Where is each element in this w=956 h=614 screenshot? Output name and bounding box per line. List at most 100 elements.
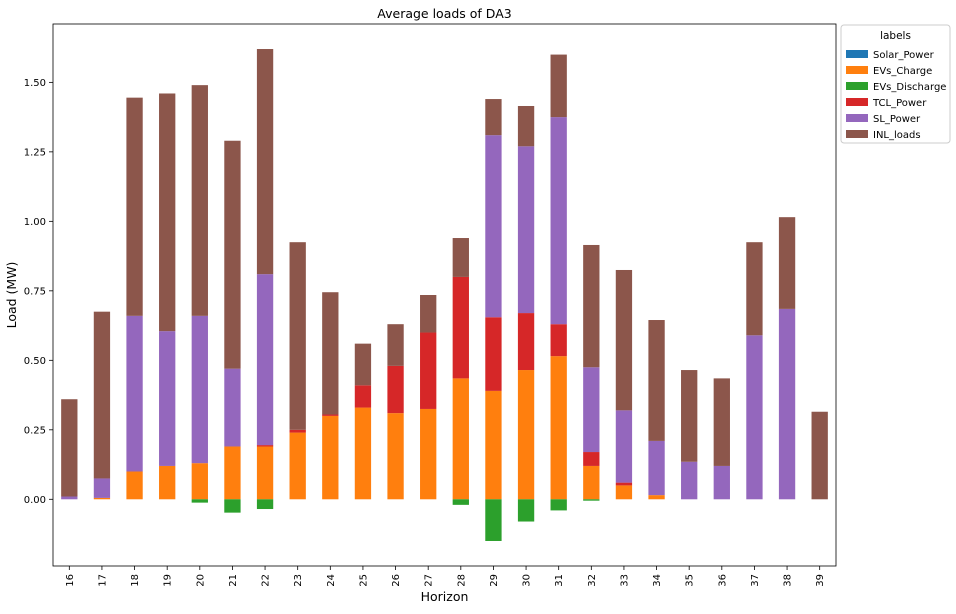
x-tick-label: 39 (815, 574, 826, 587)
bar-segment-inl-loads-35 (681, 370, 698, 462)
bar-segment-inl-loads-33 (615, 269, 633, 411)
bar-segment-evs-charge-28 (452, 378, 469, 500)
y-tick-label: 0.25 (24, 425, 46, 436)
bar-segment-evs-charge-25 (354, 407, 372, 500)
bar-segment-evs-charge-20 (191, 463, 208, 500)
bar-segment-sl-power-30 (517, 146, 535, 314)
bar-segment-evs-charge-34 (648, 495, 665, 500)
legend-label: TCL_Power (872, 98, 927, 109)
bar-segment-inl-loads-25 (354, 343, 372, 386)
bar-segment-sl-power-31 (550, 117, 567, 325)
bar-segment-evs-discharge-28 (452, 499, 469, 505)
bar-segment-sl-power-22 (256, 274, 274, 446)
bar-segment-evs-charge-33 (615, 485, 633, 500)
bar-segment-tcl-power-33 (615, 482, 633, 486)
bar-segment-evs-discharge-29 (485, 499, 502, 541)
x-tick-label: 34 (652, 574, 663, 587)
x-tick-label: 25 (358, 574, 369, 587)
x-tick-label: 26 (391, 574, 402, 587)
x-tick-label: 30 (522, 574, 533, 587)
bar-segment-tcl-power-22 (256, 445, 274, 447)
bar-segment-inl-loads-39 (811, 411, 828, 500)
legend-swatch (846, 114, 868, 122)
bar-segment-evs-charge-30 (517, 370, 535, 500)
legend-label: INL_loads (873, 130, 921, 141)
bar-segment-inl-loads-18 (126, 97, 143, 316)
bar-segment-inl-loads-23 (289, 242, 306, 430)
axes-layer: 0.00 0.25 0.50 0.75 1.00 1.25 1.50 16 17 18 19 20 21… (24, 23, 837, 587)
legend-swatch (846, 98, 868, 106)
legend-swatch (846, 50, 868, 58)
x-tick-label: 18 (130, 574, 141, 587)
bar-segment-evs-discharge-22 (256, 499, 274, 510)
bar-segment-sl-power-38 (778, 308, 796, 500)
y-axis-label: Load (MW) (4, 262, 19, 329)
y-tick-label: 1.00 (24, 217, 46, 228)
bar-segment-evs-charge-18 (126, 471, 143, 500)
bar-segment-inl-loads-37 (746, 242, 763, 336)
x-tick-label: 20 (195, 574, 206, 587)
x-tick-label: 33 (619, 574, 630, 587)
bar-segment-evs-charge-24 (322, 415, 339, 500)
legend-swatch (846, 82, 868, 90)
bar-segment-inl-loads-36 (713, 378, 730, 466)
bar-segment-sl-power-20 (191, 315, 208, 464)
x-tick-label: 16 (65, 574, 76, 587)
legend-label: EVs_Discharge (873, 82, 946, 93)
y-tick-label: 0.75 (24, 286, 46, 297)
bar-segment-inl-loads-34 (648, 320, 665, 441)
bar-segment-inl-loads-20 (191, 85, 208, 316)
legend-swatch (846, 130, 868, 138)
x-tick-label: 19 (163, 574, 174, 587)
bar-segment-evs-charge-26 (387, 413, 404, 500)
x-tick-label: 32 (587, 574, 598, 587)
bar-segment-inl-loads-19 (159, 93, 176, 332)
bar-segment-tcl-power-28 (452, 276, 469, 379)
bar-segment-evs-charge-32 (583, 465, 600, 500)
bar-segment-sl-power-18 (126, 315, 143, 472)
legend-label: SL_Power (873, 114, 921, 125)
bar-segment-sl-power-34 (648, 440, 665, 496)
bar-segment-sl-power-33 (615, 410, 633, 483)
x-axis-label: Horizon (421, 589, 469, 604)
bar-segment-inl-loads-17 (93, 311, 111, 479)
bar-segment-sl-power-37 (746, 335, 763, 500)
bar-segment-evs-discharge-20 (191, 499, 208, 503)
bar-segment-sl-power-16 (61, 496, 78, 500)
bar-segment-evs-discharge-31 (550, 499, 567, 511)
bar-segment-sl-power-29 (485, 135, 502, 318)
bar-segment-inl-loads-16 (61, 399, 78, 497)
legend-box (840, 24, 951, 144)
bar-segment-inl-loads-24 (322, 292, 339, 415)
x-tick-label: 23 (293, 574, 304, 587)
bar-segment-evs-charge-22 (256, 446, 274, 500)
x-tick-label: 24 (326, 574, 337, 587)
bar-segment-inl-loads-26 (387, 324, 404, 366)
bar-segment-tcl-power-31 (550, 324, 567, 357)
bar-segment-sl-power-17 (93, 478, 111, 498)
bar-segment-inl-loads-29 (485, 99, 502, 136)
bar-segment-evs-charge-17 (93, 497, 111, 500)
x-tick-label: 22 (261, 574, 272, 587)
bar-segment-evs-charge-29 (485, 390, 502, 500)
bar-segment-evs-discharge-21 (224, 499, 241, 513)
bar-segment-tcl-power-29 (485, 317, 502, 391)
x-tick-label: 17 (97, 574, 108, 587)
bar-segment-sl-power-36 (713, 465, 730, 500)
bar-segment-evs-charge-23 (289, 432, 306, 500)
x-tick-label: 28 (456, 574, 467, 587)
bar-segment-evs-charge-27 (420, 408, 437, 500)
legend-label: Solar_Power (873, 50, 935, 61)
bar-segment-sl-power-21 (224, 368, 241, 447)
legend-swatch (846, 66, 868, 74)
bar-segment-inl-loads-31 (550, 54, 567, 118)
y-tick-label: 0.50 (24, 356, 46, 367)
bar-segment-tcl-power-27 (420, 332, 437, 409)
bar-segment-sl-power-19 (159, 331, 176, 466)
bar-segment-inl-loads-32 (583, 244, 600, 368)
x-tick-label: 37 (750, 574, 761, 587)
bar-segment-inl-loads-21 (224, 140, 241, 369)
legend-title: labels (880, 30, 911, 42)
y-tick-label: 1.25 (24, 147, 46, 158)
